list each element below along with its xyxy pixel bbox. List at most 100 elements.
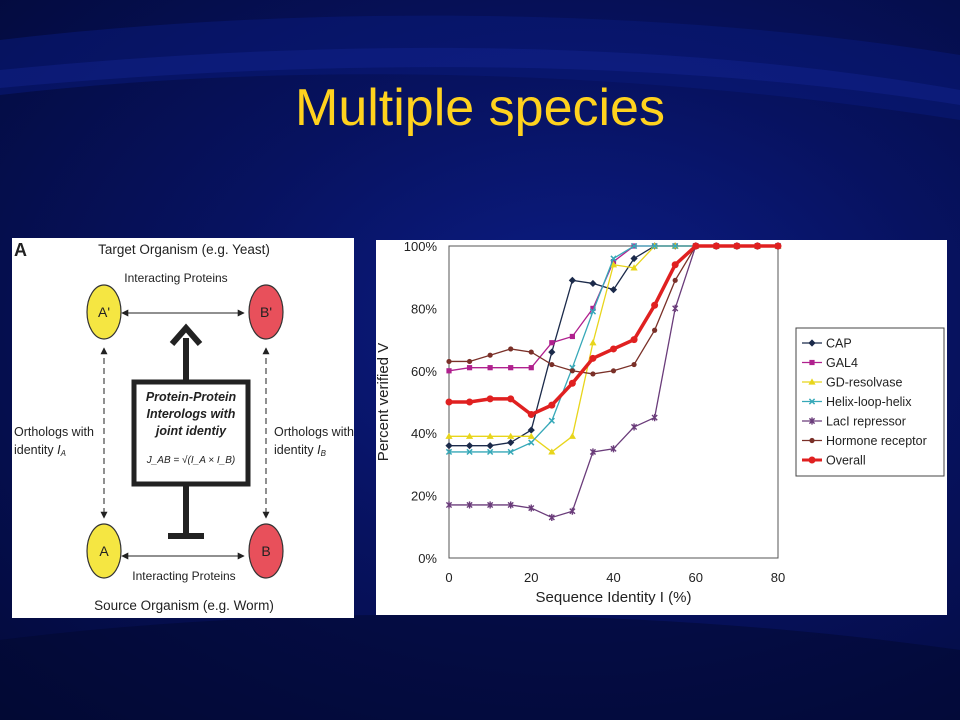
data-point [507,448,514,456]
y-axis-label: Percent verified V [376,343,392,461]
data-point [589,339,597,346]
y-tick-label: 80% [411,301,437,316]
node-a-prime-label: A' [98,304,110,320]
x-tick-label: 80 [771,570,785,585]
line-chart: 0 20 40 60 80 0% 20% 40% 60% 80% 100% Sequence Iden… [376,240,945,606]
data-point [808,398,816,405]
data-point [671,261,679,269]
legend-label: LacI repressor [826,415,906,429]
chart-series [445,242,782,522]
data-point [610,368,617,374]
node-b [248,523,284,579]
data-point [508,346,514,352]
data-point [548,348,556,356]
box-line2: Interologs with [147,407,236,421]
x-tick-label: 40 [606,570,620,585]
legend-item: GD-resolvase [802,376,902,390]
data-point [549,361,555,368]
data-point [589,354,597,362]
legend-label: Overall [826,454,866,468]
data-point [548,513,555,522]
data-point [630,242,638,250]
formula: J_AB = √(I_A × I_B) [146,454,236,466]
data-point [486,448,494,456]
data-point [548,448,556,455]
data-point [445,442,453,450]
data-point [466,448,473,456]
data-point [753,242,761,250]
data-point [466,398,474,406]
data-point [610,255,617,262]
data-point [528,439,535,446]
series-overall [445,242,782,418]
data-point [630,254,638,263]
y-tick-label: 20% [411,489,437,504]
inference-arrow-head [169,323,203,346]
data-point [630,423,638,431]
source-organism-label: Source Organism (e.g. Worm) [94,598,274,613]
data-point [651,414,658,422]
legend-label: GAL4 [826,356,858,370]
orthologs-right-line1: Orthologs with [274,425,354,439]
data-point [712,242,720,250]
legend-label: Helix-loop-helix [826,395,912,409]
data-point [610,445,617,453]
legend-item: Hormone receptor [802,434,927,448]
data-point [808,417,816,425]
data-point [487,352,493,358]
target-organism-label: Target Organism (e.g. Yeast) [98,242,270,257]
data-point [548,417,555,424]
data-point [651,301,659,309]
interolog-box [131,379,251,487]
legend-item: CAP [802,337,852,351]
data-point [569,507,576,515]
node-b-label: B [261,543,270,559]
chart-panel: 0 20 40 60 80 0% 20% 40% 60% 80% 100% Sequence Iden… [376,240,947,615]
data-point [568,432,576,439]
node-a-label: A [99,543,109,559]
data-point [589,448,597,456]
data-point [590,371,596,377]
data-point [774,242,782,250]
data-point [487,501,494,509]
data-point [590,305,596,311]
data-point [465,432,474,439]
data-point [672,277,678,283]
data-point [692,242,700,250]
x-tick-label: 0 [445,570,452,585]
y-tick-label: 40% [411,426,437,441]
legend-label: GD-resolvase [826,376,902,390]
data-point [630,336,638,344]
data-point [651,242,658,250]
node-b-prime-label: B' [260,304,272,320]
data-point [487,365,493,371]
data-point [528,349,534,355]
x-axis-label: Sequence Identity I (%) [536,589,692,606]
orthologs-right-line2: identity IB [274,443,327,458]
data-point [527,410,535,418]
data-point [486,442,494,450]
data-point [809,437,815,444]
data-point [548,401,556,409]
data-point [486,432,494,439]
data-point [507,501,514,509]
data-point [507,438,515,447]
data-point [672,304,679,312]
box-line1: Protein-Protein [146,390,237,404]
data-point [466,501,473,509]
data-point [631,361,637,368]
legend-label: CAP [826,337,852,351]
node-b-prime [248,284,284,340]
node-a [86,523,122,579]
data-point [507,395,515,403]
panel-label: A [14,240,27,260]
legend-label: Hormone receptor [826,434,927,448]
legend-item: Helix-loop-helix [802,395,912,409]
interacting-proteins-bottom: Interacting Proteins [132,569,235,583]
data-point [589,279,597,288]
data-point [527,426,535,434]
y-tick-label: 100% [404,240,438,254]
interolog-diagram: A Target Organism (e.g. Yeast) Interacti… [12,238,354,618]
node-a-prime [86,284,122,340]
